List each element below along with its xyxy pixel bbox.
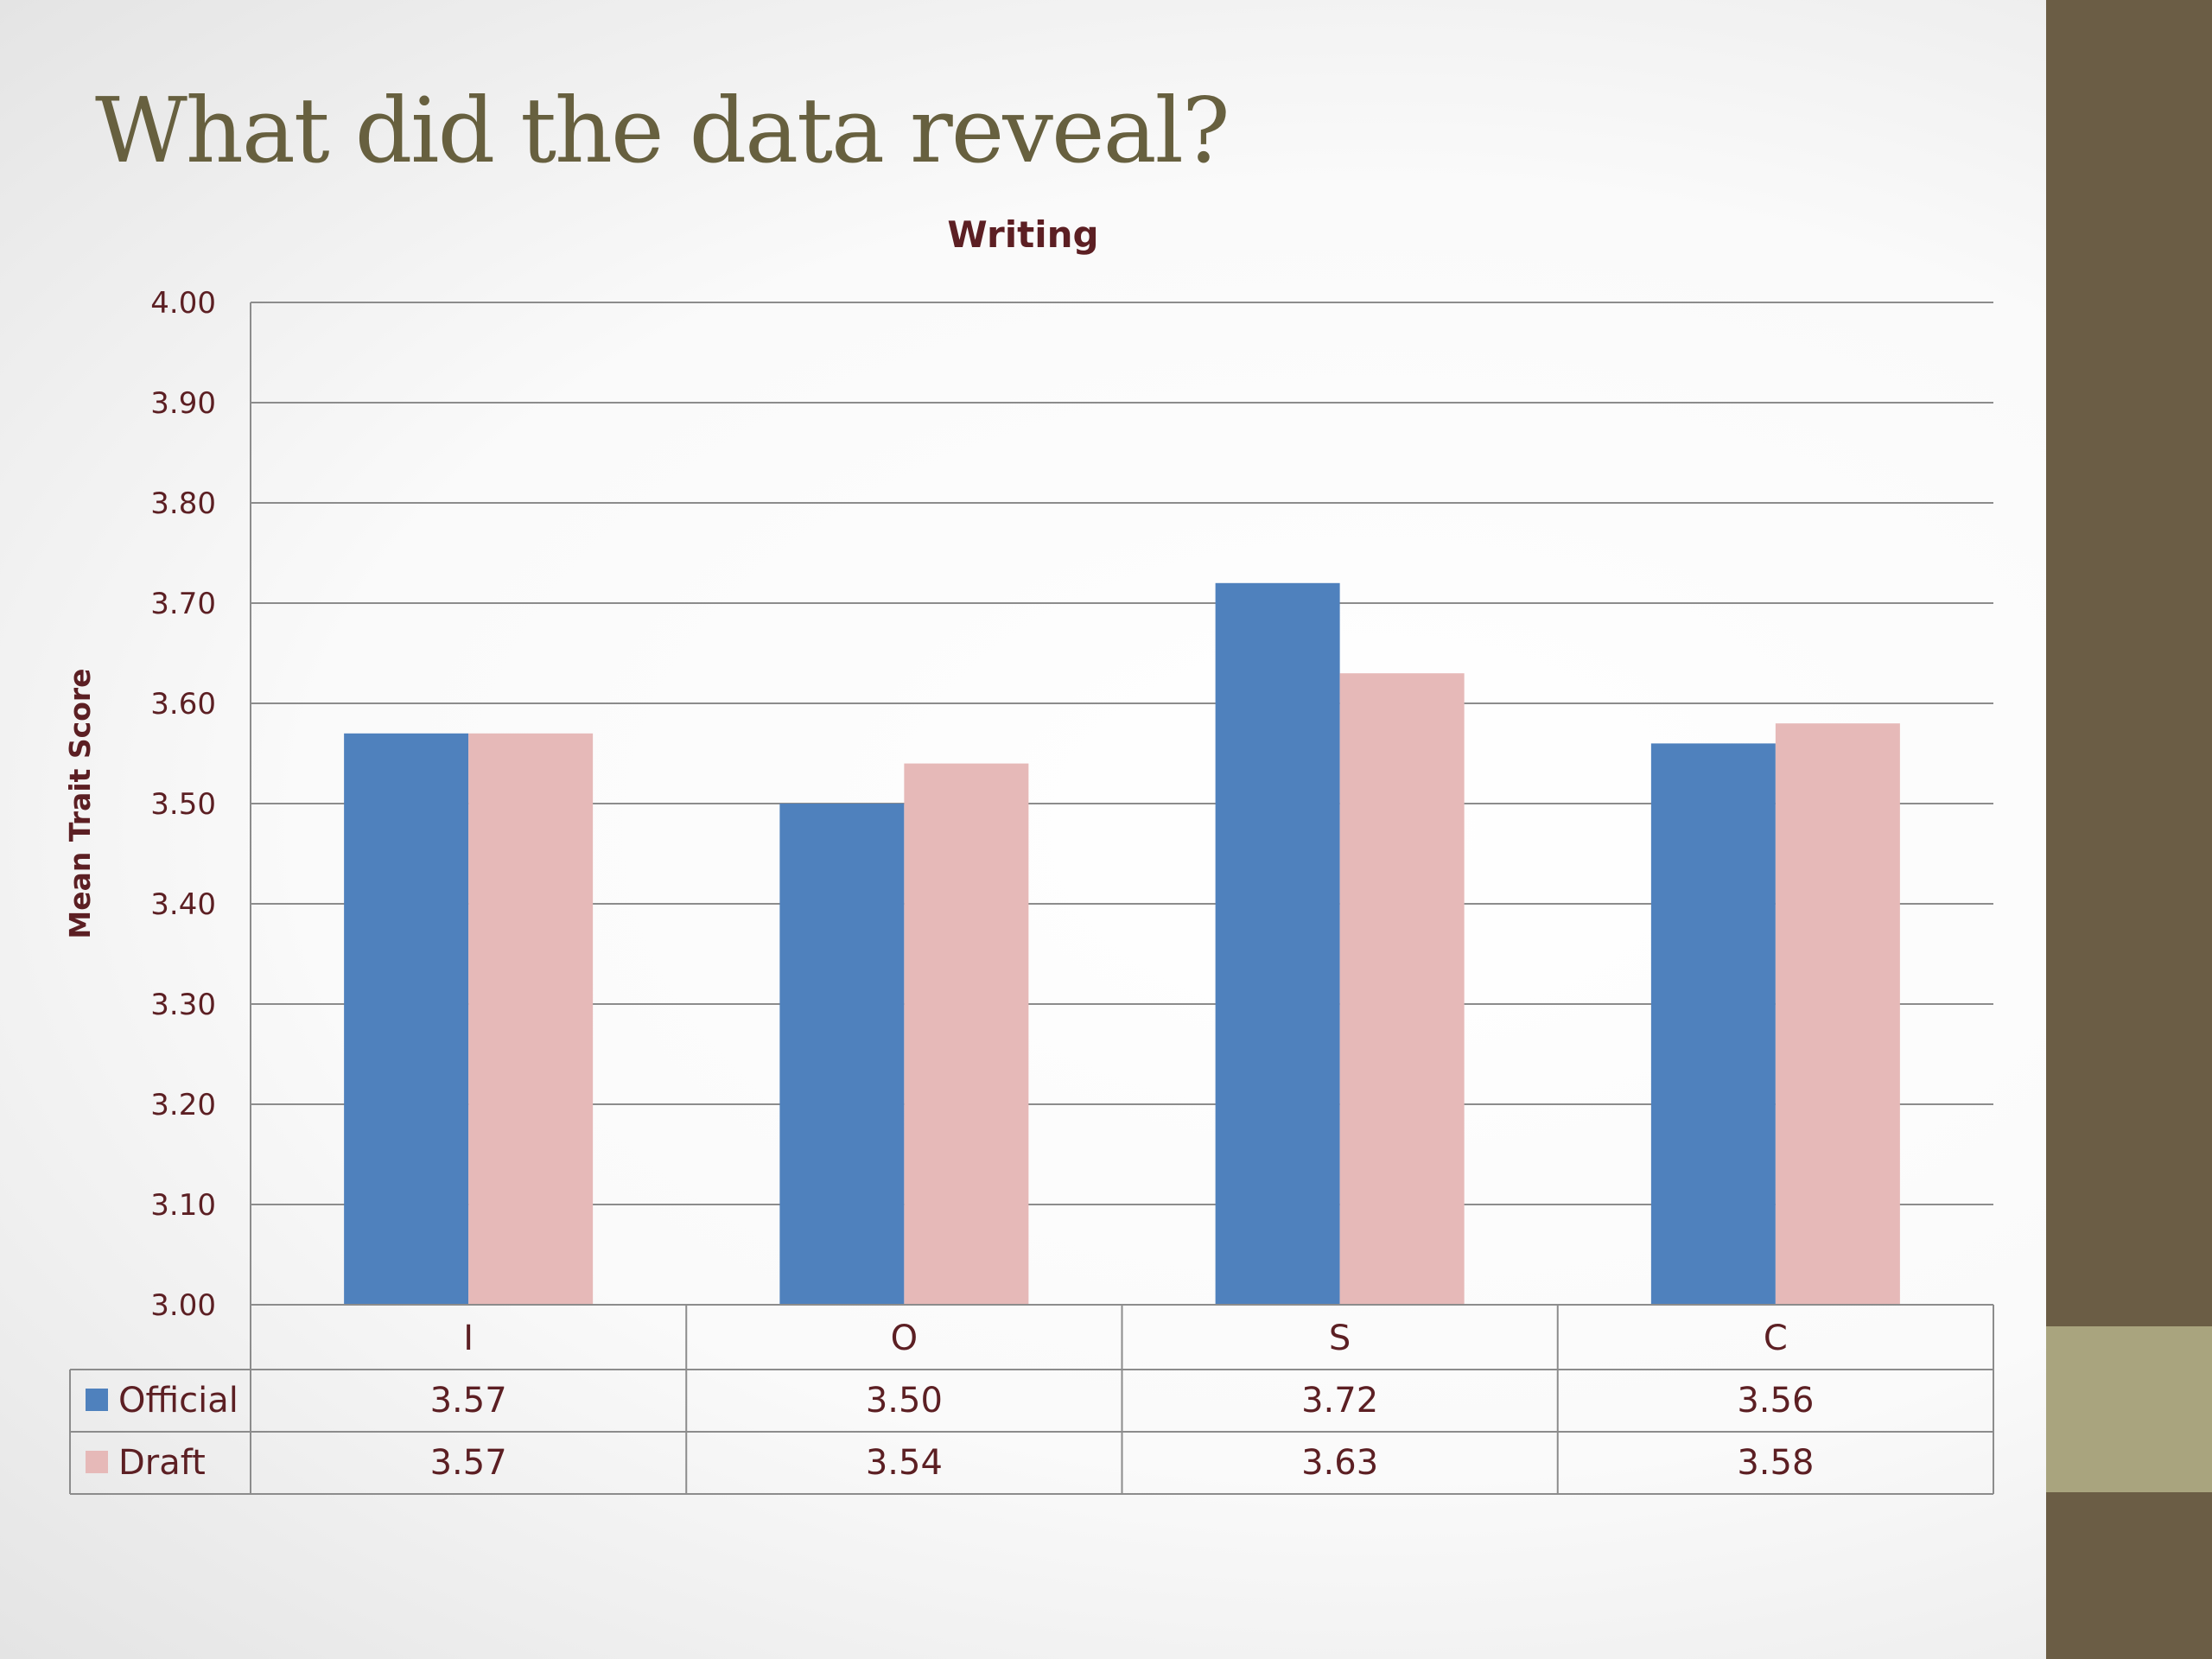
y-axis-label: Mean Trait Score — [63, 668, 97, 938]
y-tick-label: 3.30 — [150, 988, 216, 1022]
sidebar-accent-block — [2046, 1326, 2212, 1492]
data-label-official: 3.57 — [430, 1381, 507, 1421]
y-tick-label: 3.10 — [150, 1188, 216, 1223]
slide-title: What did the data reveal? — [95, 78, 1230, 183]
bar-draft-o — [904, 763, 1029, 1305]
bar-official-s — [1215, 582, 1340, 1305]
bar-draft-c — [1775, 723, 1900, 1305]
y-tick-label: 3.90 — [150, 386, 216, 421]
bar-draft-s — [1339, 673, 1465, 1305]
y-tick-label: 3.80 — [150, 486, 216, 521]
y-tick-label: 3.50 — [150, 787, 216, 822]
data-label-official: 3.56 — [1737, 1381, 1814, 1421]
bar-official-c — [1650, 743, 1776, 1305]
bar-official-i — [344, 733, 469, 1305]
category-label: C — [1764, 1319, 1788, 1358]
data-label-draft: 3.54 — [866, 1443, 943, 1483]
y-tick-labels: 3.00 3.10 3.20 3.30 3.40 3.50 3.60 3.70 3.80 3.90… — [150, 286, 216, 1323]
data-label-official: 3.50 — [866, 1381, 943, 1421]
data-label-draft: 3.63 — [1301, 1443, 1378, 1483]
bar-draft-i — [468, 733, 594, 1305]
bar-official-o — [779, 804, 905, 1305]
y-tick-label: 3.40 — [150, 887, 216, 922]
legend-swatch-official — [86, 1389, 108, 1411]
y-tick-label: 3.60 — [150, 687, 216, 721]
category-label: I — [463, 1319, 474, 1358]
data-label-official: 3.72 — [1301, 1381, 1378, 1421]
y-tick-label: 4.00 — [150, 286, 216, 321]
category-label: S — [1329, 1319, 1351, 1358]
legend-label-official: Official — [118, 1381, 238, 1421]
data-label-draft: 3.57 — [430, 1443, 507, 1483]
chart-title: Writing — [947, 213, 1098, 256]
legend-label-draft: Draft — [118, 1443, 206, 1483]
y-tick-label: 3.20 — [150, 1088, 216, 1122]
bars — [344, 582, 1900, 1305]
y-tick-label: 3.70 — [150, 587, 216, 621]
data-label-draft: 3.58 — [1737, 1443, 1814, 1483]
legend-swatch-draft — [86, 1451, 108, 1473]
category-label: O — [891, 1319, 918, 1358]
y-tick-label: 3.00 — [150, 1288, 216, 1323]
data-table: I O S C Official 3.57 3.50 3.72 3.56 Draft 3.57 3.5… — [69, 1304, 1994, 1495]
bar-chart: Writing Mean Trait Score 3.00 3.10 3.20 3.3… — [63, 213, 1994, 1495]
